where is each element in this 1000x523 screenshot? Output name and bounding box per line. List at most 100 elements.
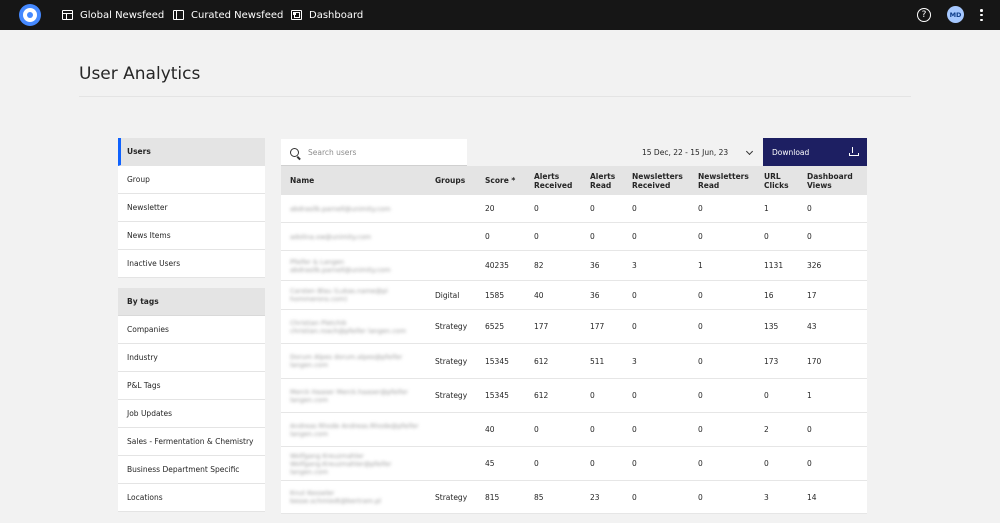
cell-newsletters-received: 0 (632, 223, 637, 250)
table-row[interactable]: Dorum Alpes dorum.alpes@pfeifer langen.c… (281, 344, 867, 379)
cell-score: 6525 (485, 310, 504, 343)
nav-curated-newsfeed[interactable]: Curated Newsfeed (173, 0, 283, 30)
sidebar-item-inactive-users[interactable]: Inactive Users (118, 250, 265, 278)
cell-alerts-received: 612 (534, 344, 548, 378)
cell-value: 3 (764, 492, 769, 502)
cell-url-clicks: 1 (764, 195, 769, 222)
sidebar-item-job-updates[interactable]: Job Updates (118, 400, 265, 428)
sidebar-item-sales-fermentation[interactable]: Sales - Fermentation & Chemistry (118, 428, 265, 456)
table-row[interactable]: adolina.xw@unimity.com 0 0 0 0 0 0 0 (281, 223, 867, 251)
table-row[interactable]: Wolfgang Kreuzmahler Wolfgang.Kreuzmahle… (281, 447, 867, 481)
cell-value: 0 (534, 425, 539, 434)
cell-value: Dorum Alpes dorum.alpes@pfeifer langen.c… (290, 353, 403, 369)
sidebar-item-pl-tags[interactable]: P&L Tags (118, 372, 265, 400)
table-row[interactable]: Andreas Rhode Andreas.Rhode@pfeifer lang… (281, 413, 867, 447)
cell-value: 0 (807, 459, 812, 468)
cell-score: 15345 (485, 379, 509, 412)
cell-value: 0 (698, 459, 703, 468)
column-header-name: Name (290, 166, 314, 195)
sidebar-item-locations[interactable]: Locations (118, 484, 265, 512)
search-icon (290, 147, 299, 157)
cell-alerts-received: 85 (534, 481, 544, 513)
cell-value: 177 (590, 322, 605, 331)
nav-global-newsfeed-label: Global Newsfeed (80, 9, 165, 21)
cell-value: 0 (590, 232, 595, 241)
nav-global-newsfeed[interactable]: Global Newsfeed (62, 0, 164, 30)
cell-name: Pfeifer & Langen abdrasilb.parnell@unimi… (290, 251, 420, 280)
help-icon[interactable]: ? (917, 8, 931, 22)
sidebar-item-industry[interactable]: Industry (118, 344, 265, 372)
column-header-score[interactable]: Score * (485, 166, 515, 195)
cell-alerts-read: 0 (590, 379, 595, 412)
cell-value: 173 (764, 356, 779, 366)
table-row[interactable]: abdrasilb.parnell@unimity.com 20 0 0 0 0 1 0 (281, 195, 867, 223)
sidebar-item-news-items[interactable]: News Items (118, 222, 265, 250)
cell-value: 0 (485, 232, 490, 241)
more-menu-icon[interactable] (977, 9, 986, 21)
table-row[interactable]: Pfeifer & Langen abdrasilb.parnell@unimi… (281, 251, 867, 281)
avatar[interactable]: MD (947, 6, 964, 23)
cell-value: 0 (632, 322, 637, 331)
cell-newsletters-received: 3 (632, 344, 637, 378)
cell-newsletters-received: 0 (632, 481, 637, 513)
column-header-newsletters-received: Newsletters Received (632, 166, 683, 195)
cell-value: 40 (534, 290, 544, 300)
nav-dashboard[interactable]: Dashboard (291, 0, 363, 30)
cell-value: 0 (764, 232, 769, 241)
download-button[interactable]: Download (763, 138, 867, 166)
sidebar-item-newsletter[interactable]: Newsletter (118, 194, 265, 222)
sidebar-item-users[interactable]: Users (118, 138, 265, 166)
cell-url-clicks: 173 (764, 344, 778, 378)
cell-groups: Strategy (435, 344, 467, 378)
sidebar-item-group[interactable]: Group (118, 166, 265, 194)
cell-alerts-received: 177 (534, 310, 548, 343)
cell-value: 1131 (764, 261, 784, 270)
table-row[interactable]: Christian Pletchik christian.roach@pfeif… (281, 310, 867, 344)
cell-alerts-read: 36 (590, 281, 600, 309)
date-range-picker[interactable]: 15 Dec, 22 - 15 Jun, 23 (642, 139, 754, 166)
column-header-line: Name (290, 176, 315, 185)
column-header-line: Dashboard (807, 171, 853, 181)
cell-value: 0 (807, 204, 812, 213)
table-row[interactable]: Carsten Blau (Lukas.name@pi hommerons.co… (281, 281, 867, 310)
search-input[interactable] (308, 147, 458, 157)
chevron-down-icon (746, 147, 754, 155)
column-header-line: Read (698, 180, 720, 190)
cell-value: 40235 (485, 261, 509, 270)
cell-value: 17 (807, 290, 817, 300)
cell-url-clicks: 16 (764, 281, 774, 309)
cell-dashboard-views: 170 (807, 344, 821, 378)
dashboard-icon (291, 10, 302, 20)
cell-value: 0 (698, 290, 703, 300)
column-header-line: Score * (485, 176, 516, 185)
book-icon (173, 10, 184, 20)
cell-dashboard-views: 0 (807, 447, 812, 480)
cell-value: 0 (534, 232, 539, 241)
cell-name: Andreas Rhode Andreas.Rhode@pfeifer lang… (290, 413, 420, 446)
page-title: User Analytics (79, 64, 201, 84)
cell-value: 20 (485, 204, 495, 213)
cell-name: Carsten Blau (Lukas.name@pi hommerons.co… (290, 281, 420, 309)
cell-newsletters-read: 0 (698, 413, 703, 446)
table-row[interactable]: Merck Haaser Merck.haaser@pfeifer langen… (281, 379, 867, 413)
cell-value: 6525 (485, 322, 505, 331)
sidebar-item-business-department[interactable]: Business Department Specific (118, 456, 265, 484)
cell-groups: Digital (435, 281, 459, 309)
cell-value: 0 (764, 391, 769, 400)
column-header-line: Received (534, 180, 573, 190)
cell-newsletters-read: 0 (698, 481, 703, 513)
cell-score: 40 (485, 413, 495, 446)
cell-value: 40 (485, 425, 495, 434)
table-body: abdrasilb.parnell@unimity.com 20 0 0 0 0 1 0 ado… (281, 195, 867, 514)
cell-newsletters-received: 0 (632, 447, 637, 480)
cell-value: adolina.xw@unimity.com (290, 232, 372, 241)
cell-newsletters-read: 0 (698, 223, 703, 250)
sidebar-item-companies[interactable]: Companies (118, 316, 265, 344)
cell-url-clicks: 0 (764, 223, 769, 250)
table-row[interactable]: Knut Kesseler kesse.schmiedt@bertram.pl S… (281, 481, 867, 514)
app-logo[interactable] (19, 4, 41, 26)
filter-sidebar: Users Group Newsletter News Items Inacti… (118, 138, 265, 512)
cell-value: 15345 (485, 356, 509, 366)
cell-dashboard-views: 0 (807, 223, 812, 250)
column-header-line: Clicks (764, 180, 789, 190)
